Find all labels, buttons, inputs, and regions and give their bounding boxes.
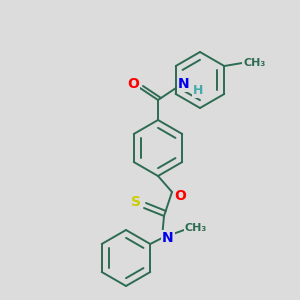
Text: O: O — [127, 77, 139, 91]
Text: CH₃: CH₃ — [185, 223, 207, 233]
Text: H: H — [193, 83, 203, 97]
Text: N: N — [178, 77, 190, 91]
Text: CH₃: CH₃ — [243, 58, 266, 68]
Text: S: S — [131, 195, 141, 209]
Text: O: O — [174, 189, 186, 203]
Text: N: N — [162, 231, 174, 245]
